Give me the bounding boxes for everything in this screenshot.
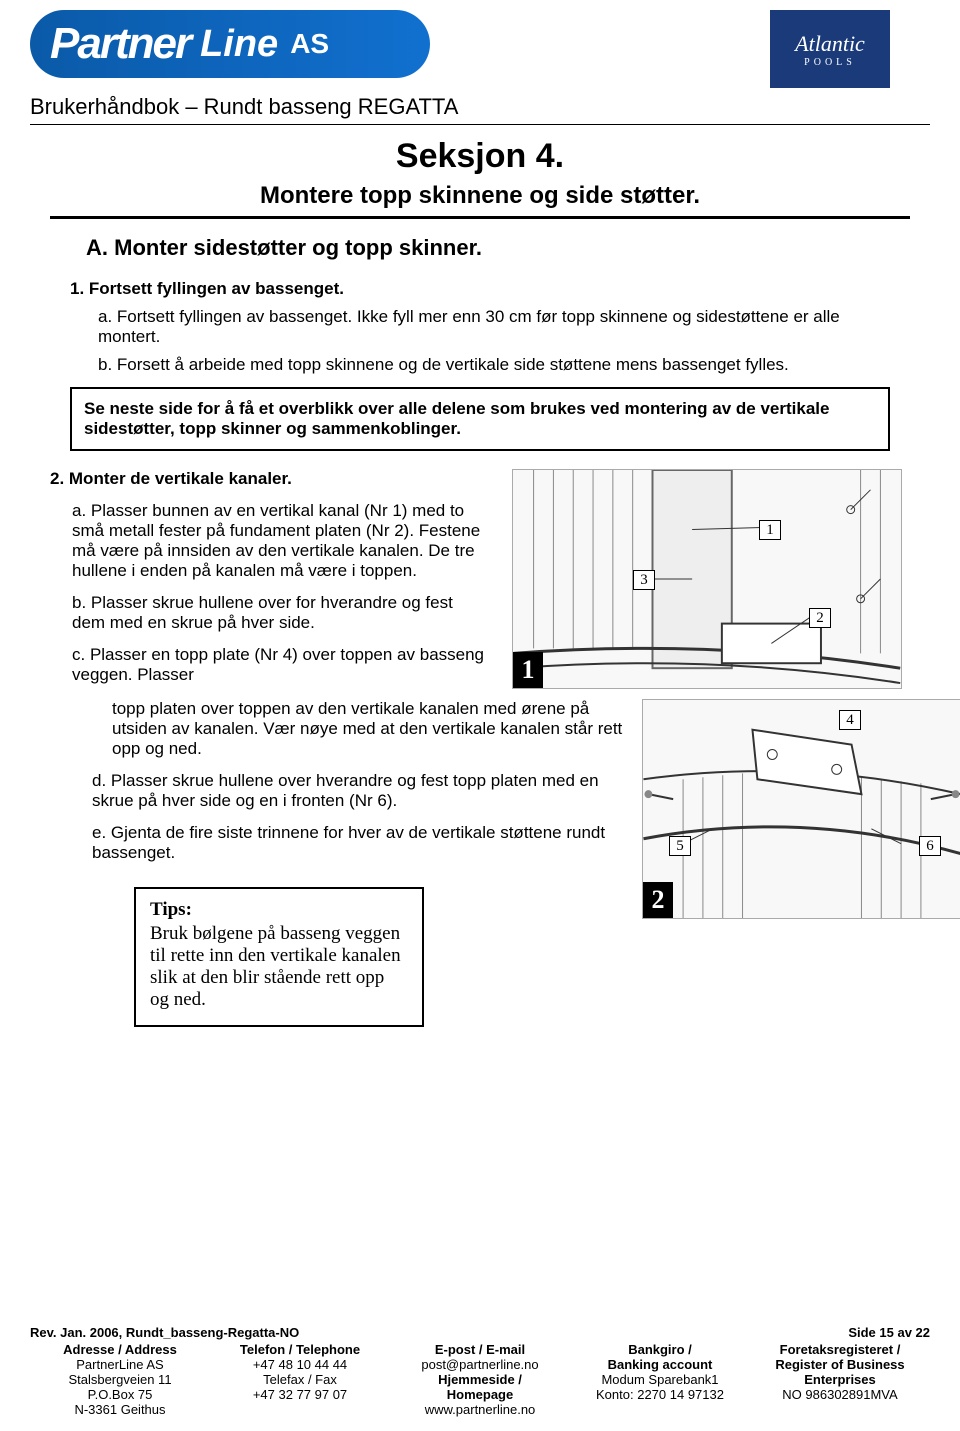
footer-l: +47 48 10 44 44	[210, 1357, 390, 1372]
list-2-column: 2. Monter de vertikale kanaler. a. Plass…	[50, 469, 490, 699]
footer-l: Banking account	[570, 1357, 750, 1372]
footer-l: www.partnerline.no	[390, 1402, 570, 1417]
page-footer: Rev. Jan. 2006, Rundt_basseng-Regatta-NO…	[30, 1325, 930, 1417]
list-1: 1. Fortsett fyllingen av bassenget. a. F…	[70, 279, 890, 375]
document-title: Brukerhåndbok – Rundt basseng REGATTA	[30, 94, 930, 120]
callout-4: 4	[839, 710, 861, 730]
logo-text-partner: Partner	[50, 19, 190, 69]
page-header: Partner Line AS Atlantic POOLS	[30, 10, 930, 88]
footer-h: E-post / E-mail	[390, 1342, 570, 1357]
callout-3: 3	[633, 570, 655, 590]
footer-col-bank: Bankgiro / Banking account Modum Spareba…	[570, 1342, 750, 1417]
tips-box: Tips: Bruk bølgene på basseng veggen til…	[134, 887, 424, 1027]
list1-heading: 1. Fortsett fyllingen av bassenget.	[70, 279, 890, 299]
tips-heading: Tips:	[150, 899, 408, 921]
list2-item-e: e. Gjenta de fire siste trinnene for hve…	[70, 823, 630, 863]
footer-h: Bankgiro /	[570, 1342, 750, 1357]
footer-col-address: Adresse / Address PartnerLine AS Stalsbe…	[30, 1342, 210, 1417]
footer-l: P.O.Box 75	[30, 1387, 210, 1402]
figure-2: 2 4 5 6	[642, 699, 960, 919]
callout-1: 1	[759, 520, 781, 540]
list2-item-b: b. Plasser skrue hullene over for hveran…	[50, 593, 490, 633]
footer-col-register: Foretaksregisteret / Register of Busines…	[750, 1342, 930, 1417]
figure-2-wrap: 2 4 5 6	[642, 699, 960, 1027]
callout-5: 5	[669, 836, 691, 856]
footer-h: Adresse / Address	[30, 1342, 210, 1357]
section-title: Seksjon 4.	[30, 137, 930, 176]
footer-col-phone: Telefon / Telephone +47 48 10 44 44 Tele…	[210, 1342, 390, 1417]
footer-l: Register of Business	[750, 1357, 930, 1372]
footer-l: Modum Sparebank1	[570, 1372, 750, 1387]
step-a-heading: A. Monter sidestøtter og topp skinner.	[86, 235, 910, 261]
figure-2-svg	[643, 700, 960, 918]
list2-item-c-wide: topp platen over toppen av den vertikale…	[70, 699, 630, 759]
footer-l: N-3361 Geithus	[30, 1402, 210, 1417]
logo-text-line: Line	[200, 23, 278, 66]
list1-item-b: b. Forsett å arbeide med topp skinnene o…	[98, 355, 890, 375]
logo-atlantic-top: Atlantic	[795, 31, 865, 57]
figure-1-number: 1	[513, 652, 543, 688]
footer-page-number: Side 15 av 22	[848, 1325, 930, 1340]
footer-h: Telefon / Telephone	[210, 1342, 390, 1357]
two-column-area: 2. Monter de vertikale kanaler. a. Plass…	[50, 469, 910, 699]
figures-column: 1 1 3 2	[502, 469, 910, 699]
footer-l: Stalsbergveien 11	[30, 1372, 210, 1387]
footer-l: Konto: 2270 14 97132	[570, 1387, 750, 1402]
callout-6: 6	[919, 836, 941, 856]
figure-1: 1 1 3 2	[512, 469, 902, 689]
list2-item-d: d. Plasser skrue hullene over hverandre …	[70, 771, 630, 811]
logo-atlantic: Atlantic POOLS	[770, 10, 890, 88]
note-box: Se neste side for å få et overblikk over…	[70, 387, 890, 451]
list2-heading: 2. Monter de vertikale kanaler.	[50, 469, 490, 489]
tips-body: Bruk bølgene på basseng veggen til rette…	[150, 923, 408, 1011]
list2-item-c-narrow: c. Plasser en topp plate (Nr 4) over top…	[50, 645, 490, 685]
footer-table: Adresse / Address PartnerLine AS Stalsbe…	[30, 1342, 930, 1417]
figure-2-number: 2	[643, 882, 673, 918]
footer-l: Homepage	[390, 1387, 570, 1402]
footer-l: Hjemmeside /	[390, 1372, 570, 1387]
footer-l: NO 986302891MVA	[750, 1387, 930, 1402]
list2-wide: topp platen over toppen av den vertikale…	[70, 699, 630, 1027]
logo-text-as: AS	[290, 28, 329, 60]
list2-item-a: a. Plasser bunnen av en vertikal kanal (…	[50, 501, 490, 581]
wide-row: topp platen over toppen av den vertikale…	[50, 699, 910, 1027]
footer-h: Foretaksregisteret /	[750, 1342, 930, 1357]
section-subtitle: Montere topp skinnene og side støtter.	[30, 182, 930, 210]
logo-atlantic-bottom: POOLS	[804, 57, 856, 68]
footer-l: PartnerLine AS	[30, 1357, 210, 1372]
figure-1-svg	[513, 470, 901, 688]
logo-partnerline-box: Partner Line AS	[30, 10, 430, 78]
callout-2: 2	[809, 608, 831, 628]
logo-partnerline: Partner Line AS	[30, 10, 430, 78]
footer-l: Enterprises	[750, 1372, 930, 1387]
footer-l: Telefax / Fax	[210, 1372, 390, 1387]
footer-top-row: Rev. Jan. 2006, Rundt_basseng-Regatta-NO…	[30, 1325, 930, 1340]
footer-revision: Rev. Jan. 2006, Rundt_basseng-Regatta-NO	[30, 1325, 299, 1340]
list1-item-a: a. Fortsett fyllingen av bassenget. Ikke…	[98, 307, 890, 347]
footer-l: +47 32 77 97 07	[210, 1387, 390, 1402]
section-rule	[50, 216, 910, 219]
footer-l: post@partnerline.no	[390, 1357, 570, 1372]
footer-col-email: E-post / E-mail post@partnerline.no Hjem…	[390, 1342, 570, 1417]
header-rule	[30, 124, 930, 125]
